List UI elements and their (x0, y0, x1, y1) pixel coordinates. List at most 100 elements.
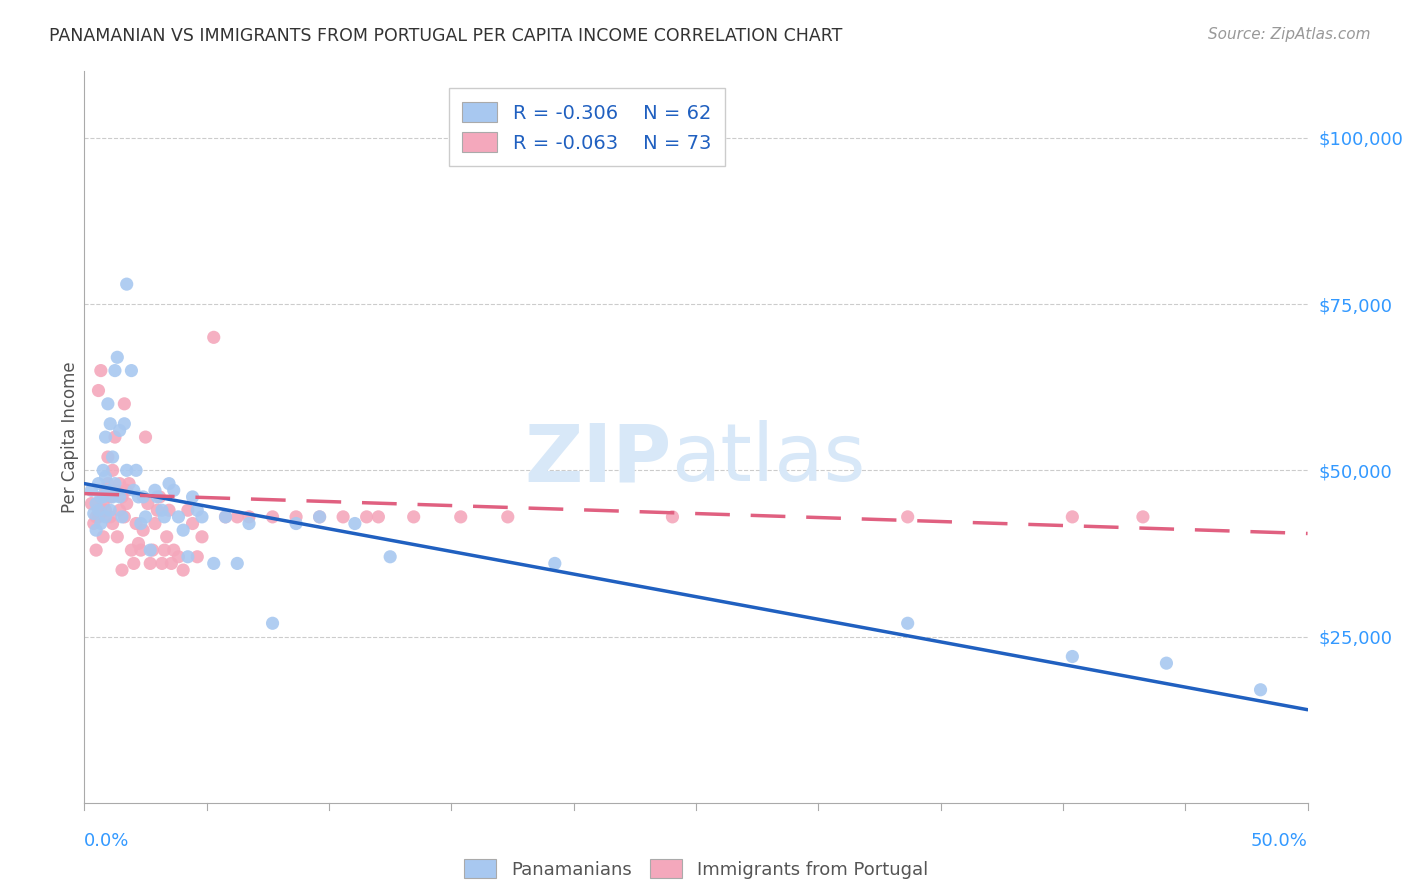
Point (172, 523, 194, 537)
Point (153, 543, 176, 558)
Point (285, 516, 308, 531)
Point (122, 483, 145, 498)
Point (163, 483, 186, 498)
Point (87, 509, 110, 524)
Point (157, 476, 180, 491)
Point (97, 397, 120, 411)
Point (94, 470, 117, 484)
Point (129, 543, 152, 558)
Point (104, 483, 127, 498)
Point (91, 490, 114, 504)
Point (132, 490, 155, 504)
Point (450, 509, 472, 524)
Point (94, 430, 117, 444)
Point (108, 476, 131, 491)
Point (226, 557, 249, 571)
Y-axis label: Per Capita Income: Per Capita Income (62, 361, 80, 513)
Text: ZIP: ZIP (524, 420, 672, 498)
Point (163, 543, 186, 558)
Point (308, 509, 330, 524)
Point (115, 277, 138, 292)
Point (142, 543, 165, 558)
Text: 0.0%: 0.0% (84, 832, 129, 850)
Point (143, 516, 166, 531)
Point (157, 503, 180, 517)
Point (91, 497, 114, 511)
Point (98, 509, 121, 524)
Point (84, 497, 107, 511)
Point (191, 509, 214, 524)
Text: Source: ZipAtlas.com: Source: ZipAtlas.com (1208, 27, 1371, 42)
Point (238, 509, 260, 524)
Point (285, 509, 308, 524)
Point (226, 509, 249, 524)
Point (146, 503, 169, 517)
Point (83, 507, 105, 521)
Point (115, 463, 138, 477)
Point (186, 549, 208, 564)
Point (1062, 649, 1084, 664)
Point (111, 563, 134, 577)
Point (129, 516, 152, 531)
Point (94, 483, 117, 498)
Text: atlas: atlas (672, 420, 866, 498)
Point (380, 549, 402, 564)
Point (118, 476, 141, 491)
Point (496, 509, 519, 524)
Point (150, 557, 173, 571)
Point (262, 616, 284, 631)
Point (135, 430, 157, 444)
Point (84, 523, 107, 537)
Point (1250, 682, 1272, 697)
Point (367, 509, 389, 524)
Point (87, 476, 110, 491)
Point (308, 509, 330, 524)
Point (897, 616, 920, 631)
Point (90, 490, 112, 504)
Point (167, 549, 190, 564)
Point (181, 516, 204, 531)
Point (238, 516, 260, 531)
Point (97, 450, 120, 464)
Point (160, 557, 183, 571)
Point (120, 363, 142, 377)
Legend: R = -0.306    N = 62, R = -0.063    N = 73: R = -0.306 N = 62, R = -0.063 N = 73 (449, 88, 725, 167)
Point (132, 523, 155, 537)
Point (84, 543, 107, 558)
Point (87, 503, 110, 517)
Point (108, 424, 131, 438)
Point (661, 509, 683, 524)
Point (105, 351, 128, 365)
Point (91, 463, 114, 477)
Text: PANAMANIAN VS IMMIGRANTS FROM PORTUGAL PER CAPITA INCOME CORRELATION CHART: PANAMANIAN VS IMMIGRANTS FROM PORTUGAL P… (49, 27, 842, 45)
Point (98, 417, 121, 431)
Point (101, 450, 124, 464)
Text: 50.0%: 50.0% (1251, 832, 1308, 850)
Point (172, 563, 194, 577)
Point (149, 490, 172, 504)
Point (112, 509, 135, 524)
Point (112, 397, 135, 411)
Point (97, 476, 120, 491)
Point (112, 417, 135, 431)
Point (1062, 509, 1084, 524)
Point (177, 549, 200, 564)
Point (343, 516, 366, 531)
Point (139, 557, 162, 571)
Point (94, 509, 117, 524)
Point (143, 483, 166, 498)
Point (111, 490, 134, 504)
Point (80, 483, 103, 498)
Point (402, 509, 425, 524)
Point (115, 483, 138, 498)
Point (186, 503, 208, 517)
Point (897, 509, 920, 524)
Point (105, 530, 128, 544)
Point (214, 509, 236, 524)
Point (139, 543, 162, 558)
Point (87, 384, 110, 398)
Point (1156, 656, 1178, 670)
Point (84, 509, 107, 524)
Point (91, 530, 114, 544)
Point (125, 516, 148, 531)
